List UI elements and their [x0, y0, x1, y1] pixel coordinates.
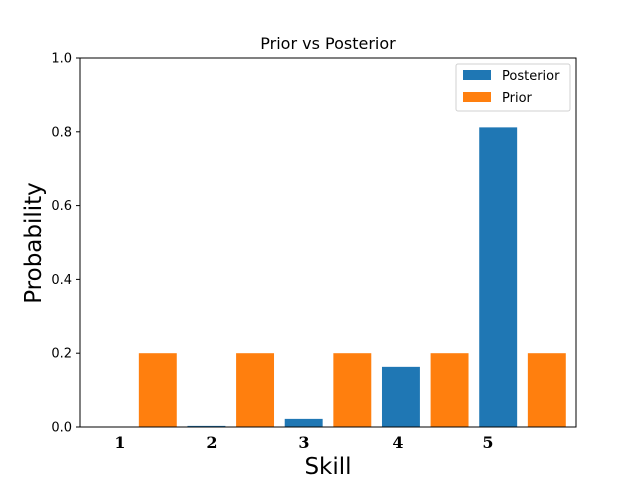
- x-axis-ticks: 1 2 3 4 5: [114, 433, 493, 452]
- bar-prior-1: [138, 353, 177, 427]
- x-tick-label: 1: [114, 433, 125, 452]
- y-tick-label: 0.0: [51, 421, 72, 436]
- x-tick-label: 2: [206, 433, 217, 452]
- bar-prior-5: [527, 353, 566, 427]
- y-tick-label: 0.8: [51, 125, 72, 140]
- legend-label-prior: Prior: [502, 91, 533, 106]
- chart-title: Prior vs Posterior: [260, 34, 396, 53]
- bar-posterior-5: [479, 127, 518, 428]
- legend-swatch-posterior: [463, 70, 491, 80]
- y-axis-ticks: 0.0 0.2 0.4 0.6 0.8 1.0: [51, 52, 80, 436]
- bar-prior-3: [333, 353, 372, 427]
- y-tick-label: 0.6: [51, 199, 72, 214]
- bar-prior-4: [430, 353, 469, 427]
- legend-label-posterior: Posterior: [502, 69, 560, 84]
- x-tick-label: 5: [482, 433, 493, 452]
- x-axis-label: Skill: [304, 454, 351, 480]
- y-axis-label: Probability: [21, 182, 47, 304]
- bar-posterior-2: [187, 425, 226, 427]
- y-tick-label: 0.2: [51, 347, 72, 362]
- bar-posterior-3: [284, 418, 323, 427]
- x-tick-label: 4: [392, 433, 403, 452]
- bar-prior-2: [236, 353, 275, 427]
- legend: Posterior Prior: [455, 63, 571, 112]
- y-tick-label: 1.0: [51, 52, 72, 67]
- x-tick-label: 3: [298, 433, 309, 452]
- legend-swatch-prior: [463, 92, 491, 102]
- y-tick-label: 0.4: [51, 273, 72, 288]
- bars-group: [138, 127, 566, 428]
- bar-posterior-4: [381, 366, 420, 427]
- plot-frame: [79, 57, 577, 428]
